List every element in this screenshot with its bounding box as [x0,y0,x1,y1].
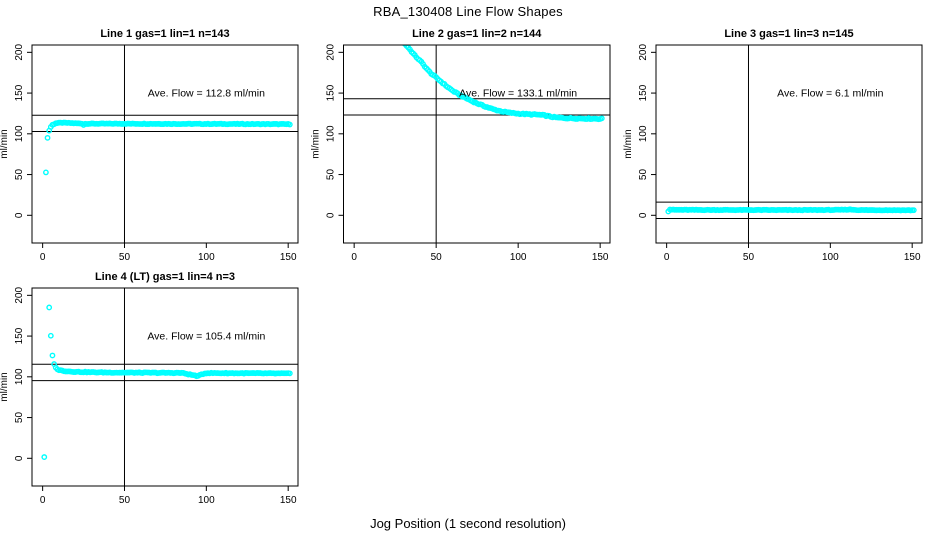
plot-border [343,44,611,244]
y-tick-label: 0 [14,212,25,218]
y-axis-title: ml/min [0,129,10,158]
y-axis-title: ml/min [311,129,322,158]
y-tick-label: 100 [14,125,25,142]
chart-panel-1: Line 1 gas=1 lin=1 n=143 0 50 100 150 0 50 100 1… [0,28,299,263]
y-tick-label: 200 [14,287,25,304]
x-tick-label: 100 [822,252,839,263]
plot-border [31,287,299,487]
y-tick-label: 100 [326,125,337,142]
y-tick-label: 50 [14,412,25,424]
ave-flow-annotation: Ave. Flow = 6.1 ml/min [777,88,883,100]
x-tick-label: 0 [40,252,46,263]
x-tick-label: 150 [904,252,921,263]
panel-title: Line 4 (LT) gas=1 lin=4 n=3 [95,271,235,283]
y-tick-label: 200 [14,44,25,61]
x-tick-label: 150 [280,495,297,506]
x-tick-label: 0 [351,252,357,263]
plot-border [655,44,923,244]
x-tick-label: 0 [664,252,670,263]
y-tick-label: 50 [638,169,649,181]
y-tick-label: 200 [638,44,649,61]
x-tick-label: 100 [198,252,215,263]
y-tick-label: 50 [14,169,25,181]
y-tick-label: 200 [326,44,337,61]
y-axis-title: ml/min [623,129,634,158]
y-tick-label: 150 [14,327,25,344]
panel-title: Line 3 gas=1 lin=3 n=145 [724,28,853,40]
ave-flow-annotation: Ave. Flow = 133.1 ml/min [459,88,577,100]
data-points [402,45,605,123]
y-tick-label: 150 [14,84,25,101]
data-points [665,206,917,215]
x-tick-label: 50 [431,252,443,263]
x-tick-label: 50 [743,252,755,263]
x-tick-label: 50 [119,495,131,506]
x-tick-label: 50 [119,252,131,263]
panel-title: Line 2 gas=1 lin=2 n=144 [412,28,542,40]
ave-flow-annotation: Ave. Flow = 105.4 ml/min [147,331,265,343]
y-tick-label: 100 [638,125,649,142]
main-title: RBA_130408 Line Flow Shapes [373,4,563,19]
x-axis-label: Jog Position (1 second resolution) [370,516,566,531]
chart-panel-3: Line 3 gas=1 lin=3 n=145 0 50 100 150 0 50 100 1… [623,28,923,263]
y-tick-label: 0 [638,212,649,218]
y-tick-label: 0 [326,212,337,218]
y-tick-label: 50 [326,169,337,181]
panel-title: Line 1 gas=1 lin=1 n=143 [100,28,229,40]
y-tick-label: 150 [326,84,337,101]
plot-border [31,44,299,244]
ave-flow-annotation: Ave. Flow = 112.8 ml/min [148,88,265,100]
y-tick-label: 0 [14,455,25,461]
x-tick-label: 150 [280,252,297,263]
chart-panel-2: Line 2 gas=1 lin=2 n=144 0 50 100 150 0 50 100 1… [311,28,611,263]
data-points [41,304,293,460]
y-axis-title: ml/min [0,372,10,401]
x-tick-label: 100 [198,495,215,506]
y-tick-label: 150 [638,84,649,101]
data-points [43,119,293,176]
chart-panel-4: Line 4 (LT) gas=1 lin=4 n=3 0 50 100 150 0 50 1… [0,271,299,506]
x-tick-label: 0 [40,495,46,506]
x-tick-label: 150 [592,252,609,263]
y-tick-label: 100 [14,368,25,385]
x-tick-label: 100 [510,252,527,263]
